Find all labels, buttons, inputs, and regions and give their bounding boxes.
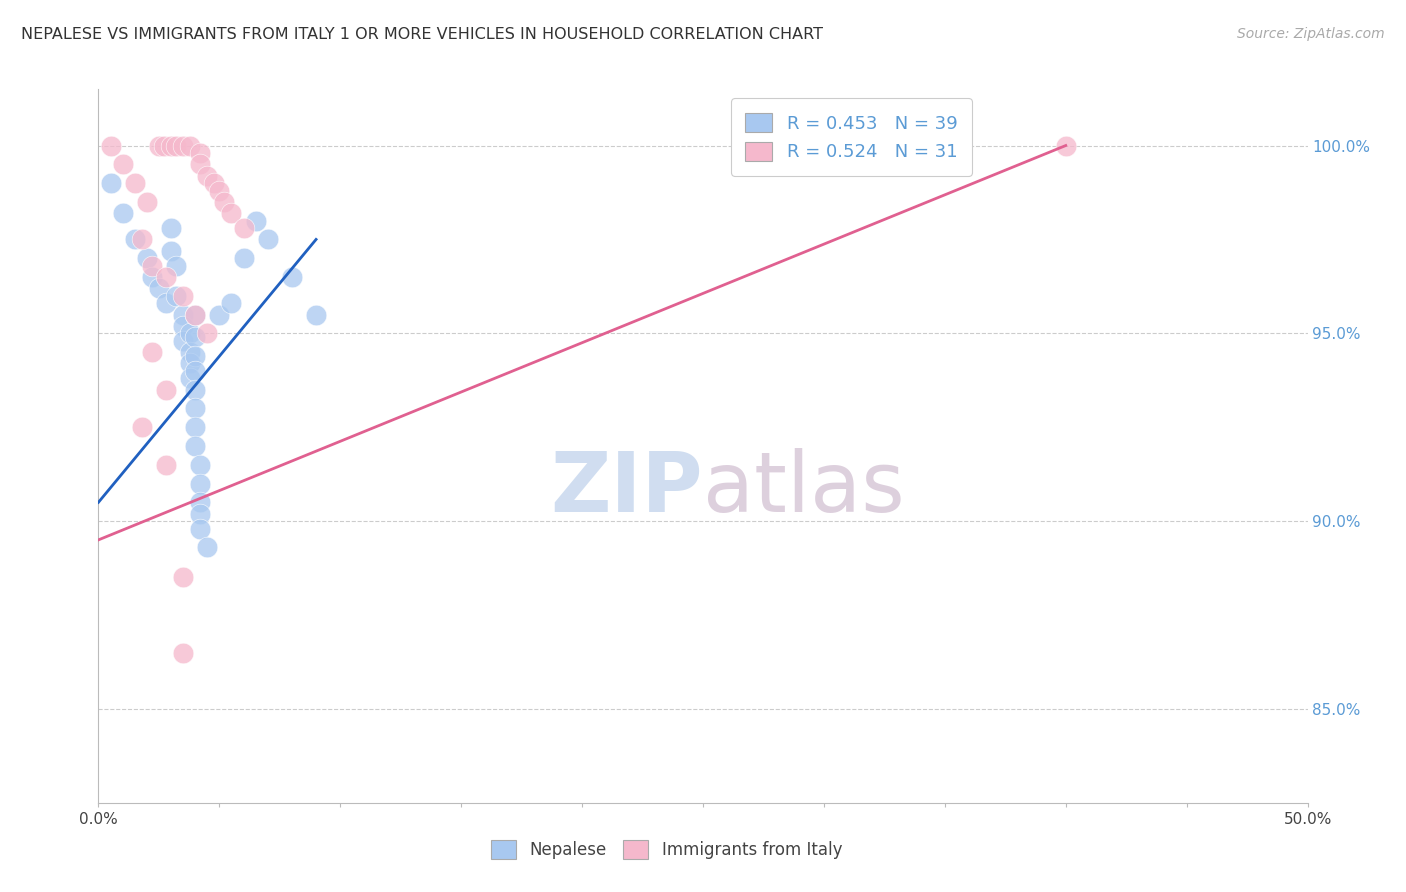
Point bbox=[204, 176, 226, 190]
Point bbox=[188, 522, 211, 536]
Point bbox=[184, 420, 207, 434]
Point bbox=[281, 270, 304, 285]
Point bbox=[172, 646, 194, 660]
Point bbox=[179, 356, 201, 370]
Point bbox=[195, 541, 218, 555]
Point bbox=[124, 176, 146, 190]
Point bbox=[172, 289, 194, 303]
Point bbox=[245, 213, 267, 227]
Point bbox=[184, 308, 207, 322]
Point bbox=[184, 330, 207, 344]
Point bbox=[184, 308, 207, 322]
Point bbox=[155, 458, 177, 472]
Point bbox=[221, 296, 243, 310]
Point bbox=[100, 138, 122, 153]
Legend: Nepalese, Immigrants from Italy: Nepalese, Immigrants from Italy bbox=[485, 834, 849, 866]
Point bbox=[256, 232, 278, 246]
Point bbox=[131, 420, 153, 434]
Point bbox=[305, 308, 328, 322]
Point bbox=[179, 345, 201, 359]
Point bbox=[208, 184, 231, 198]
Point bbox=[188, 458, 211, 472]
Point bbox=[172, 318, 194, 333]
Point bbox=[188, 476, 211, 491]
Point bbox=[232, 251, 254, 265]
Point bbox=[184, 383, 207, 397]
Point bbox=[111, 157, 134, 171]
Point bbox=[141, 259, 163, 273]
Point bbox=[172, 138, 194, 153]
Point bbox=[179, 326, 201, 341]
Point bbox=[188, 146, 211, 161]
Point bbox=[160, 138, 183, 153]
Point bbox=[195, 169, 218, 183]
Point bbox=[160, 221, 183, 235]
Text: ZIP: ZIP bbox=[551, 449, 703, 529]
Point bbox=[184, 349, 207, 363]
Text: Source: ZipAtlas.com: Source: ZipAtlas.com bbox=[1237, 27, 1385, 41]
Point bbox=[141, 270, 163, 285]
Point bbox=[172, 570, 194, 584]
Point bbox=[172, 334, 194, 348]
Point bbox=[148, 138, 170, 153]
Point bbox=[155, 270, 177, 285]
Point bbox=[131, 232, 153, 246]
Point bbox=[135, 251, 157, 265]
Point bbox=[1054, 138, 1077, 153]
Point bbox=[195, 326, 218, 341]
Point bbox=[184, 364, 207, 378]
Point bbox=[124, 232, 146, 246]
Point bbox=[148, 281, 170, 295]
Point bbox=[208, 308, 231, 322]
Point bbox=[160, 244, 183, 258]
Point bbox=[111, 206, 134, 220]
Point bbox=[172, 308, 194, 322]
Point bbox=[152, 138, 174, 153]
Point bbox=[165, 289, 187, 303]
Point bbox=[141, 345, 163, 359]
Point bbox=[188, 507, 211, 521]
Point bbox=[165, 259, 187, 273]
Point bbox=[221, 206, 243, 220]
Point bbox=[232, 221, 254, 235]
Point bbox=[188, 157, 211, 171]
Point bbox=[212, 194, 235, 209]
Point bbox=[179, 371, 201, 385]
Point bbox=[155, 383, 177, 397]
Point bbox=[165, 138, 187, 153]
Text: atlas: atlas bbox=[703, 449, 904, 529]
Point bbox=[179, 138, 201, 153]
Point bbox=[188, 495, 211, 509]
Point bbox=[135, 194, 157, 209]
Point bbox=[184, 401, 207, 416]
Point bbox=[184, 439, 207, 453]
Text: NEPALESE VS IMMIGRANTS FROM ITALY 1 OR MORE VEHICLES IN HOUSEHOLD CORRELATION CH: NEPALESE VS IMMIGRANTS FROM ITALY 1 OR M… bbox=[21, 27, 823, 42]
Point bbox=[100, 176, 122, 190]
Point bbox=[155, 296, 177, 310]
